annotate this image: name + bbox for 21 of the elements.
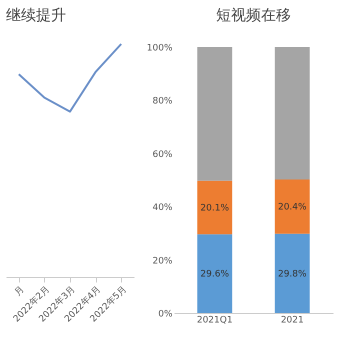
bar	[274, 179, 310, 234]
chart-title: 继续提升	[6, 6, 66, 24]
bar	[197, 234, 232, 313]
data-label: 20.4%	[278, 202, 308, 213]
chart-title: 短视频在移	[216, 6, 291, 24]
y-tick-label: 100%	[146, 44, 173, 54]
y-tick-label: 60%	[152, 150, 173, 160]
bar	[197, 47, 232, 181]
bar	[274, 47, 310, 180]
data-label: 29.6%	[200, 270, 230, 280]
data-label: 20.1%	[200, 204, 230, 214]
x-tick-label: 月	[12, 284, 26, 298]
y-tick-label: 20%	[152, 256, 173, 266]
y-tick-label: 80%	[152, 96, 173, 107]
x-tick-label: 2021	[280, 316, 304, 326]
y-tick-label: 40%	[152, 203, 173, 214]
y-tick-label: 0%	[158, 310, 173, 320]
bar	[197, 180, 232, 234]
data-label: 29.8%	[278, 269, 308, 280]
x-tick-label: 2021Q1	[196, 316, 233, 326]
bar	[274, 234, 310, 313]
